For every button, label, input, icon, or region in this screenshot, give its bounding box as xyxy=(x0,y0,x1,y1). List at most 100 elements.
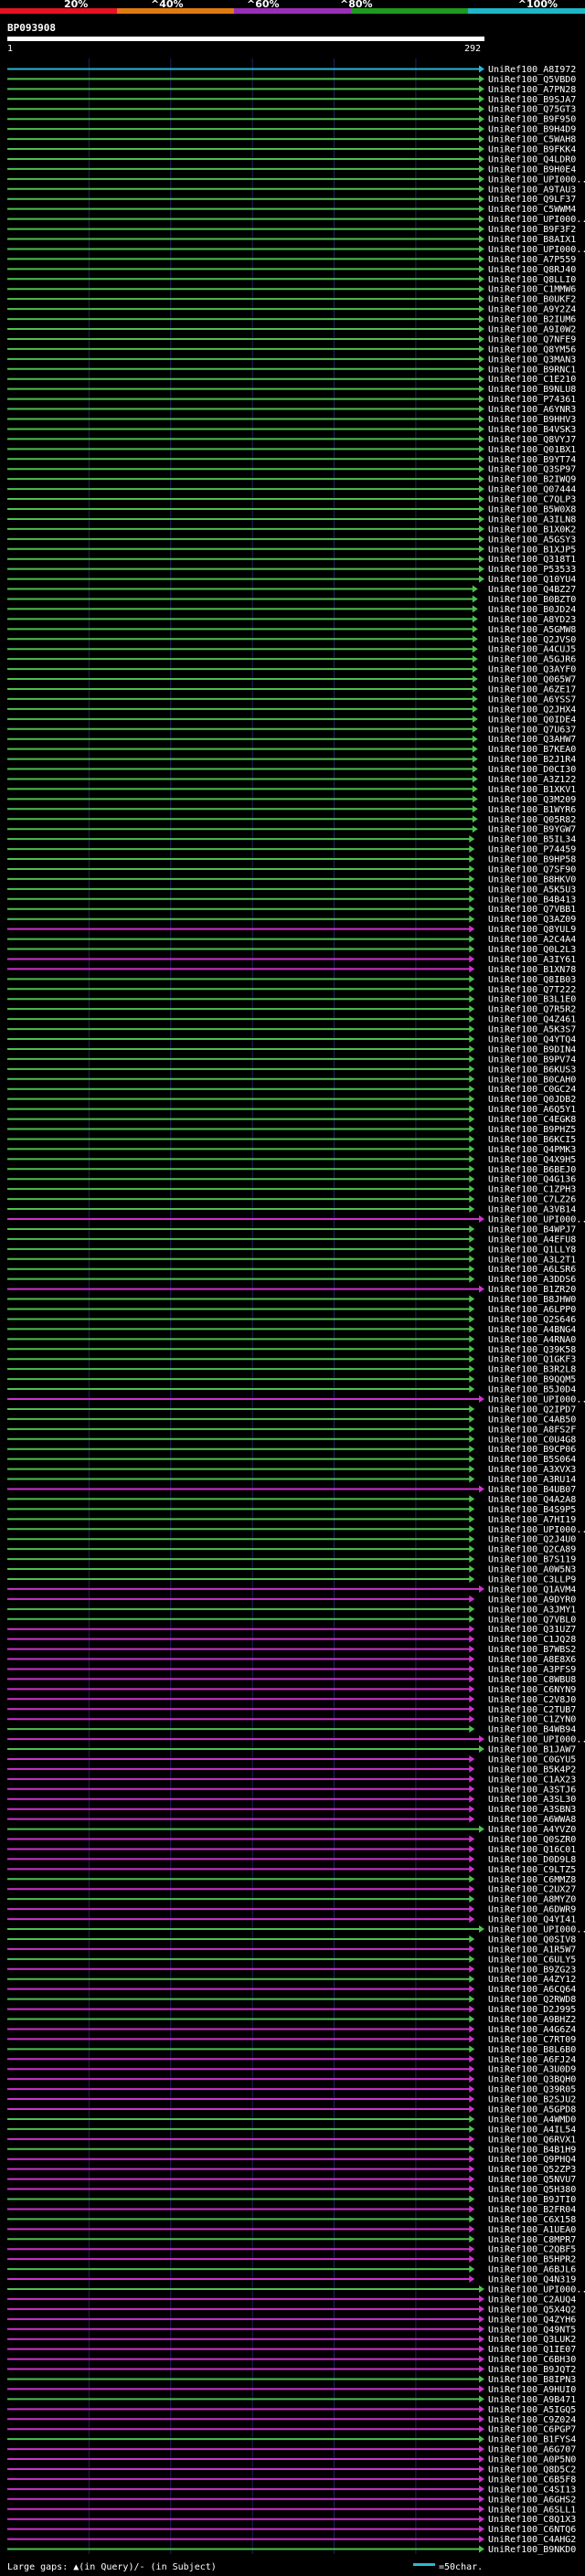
hit-name[interactable]: UniRef100_A3ILN8 xyxy=(488,514,576,525)
hit-name[interactable]: UniRef100_B7KEA0 xyxy=(488,745,576,755)
hit-row[interactable]: UniRef100_Q3LUK2 xyxy=(7,2335,576,2345)
hit-row[interactable]: UniRef100_Q3AYF0 xyxy=(7,665,576,675)
hit-name[interactable]: UniRef100_Q8YM56 xyxy=(488,345,576,355)
hit-name[interactable]: UniRef100_B9FKK4 xyxy=(488,145,576,155)
hit-name[interactable]: UniRef100_B9NKD0 xyxy=(488,2545,576,2555)
hit-row[interactable]: UniRef100_C6BH30 xyxy=(7,2355,576,2365)
hit-row[interactable]: UniRef100_A6ZE17 xyxy=(7,684,576,694)
hit-name[interactable]: UniRef100_Q4ZYH6 xyxy=(488,2315,576,2325)
hit-name[interactable]: UniRef100_Q1IE07 xyxy=(488,2345,576,2355)
hit-row[interactable]: UniRef100_UPI000... xyxy=(7,1925,585,1935)
hit-row[interactable]: UniRef100_C7LZ26 xyxy=(7,1195,576,1205)
hit-name[interactable]: UniRef100_A3DDS6 xyxy=(488,1275,576,1285)
hit-name[interactable]: UniRef100_Q0SZR0 xyxy=(488,1835,576,1845)
hit-row[interactable]: UniRef100_C6MMZ8 xyxy=(7,1875,576,1885)
hit-name[interactable]: UniRef100_A3L2T1 xyxy=(488,1255,576,1265)
hit-name[interactable]: UniRef100_A4WMD0 xyxy=(488,2115,576,2125)
hit-row[interactable]: UniRef100_Q4Z461 xyxy=(7,1015,576,1025)
hit-row[interactable]: UniRef100_A7PN28 xyxy=(7,85,576,95)
hit-row[interactable]: UniRef100_B1X0K2 xyxy=(7,525,576,535)
hit-row[interactable]: UniRef100_P53533 xyxy=(7,565,576,575)
hit-row[interactable]: UniRef100_B9NKD0 xyxy=(7,2545,576,2555)
hit-row[interactable]: UniRef100_B1ZR20 xyxy=(7,1285,576,1295)
hit-name[interactable]: UniRef100_C2AUQ4 xyxy=(488,2295,576,2305)
hit-row[interactable]: UniRef100_B9JTI0 xyxy=(7,2195,576,2205)
hit-row[interactable]: UniRef100_Q065W7 xyxy=(7,675,576,685)
hit-row[interactable]: UniRef100_B1XJP5 xyxy=(7,545,576,555)
hit-name[interactable]: UniRef100_Q5X4Q2 xyxy=(488,2305,576,2315)
hit-name[interactable]: UniRef100_Q1GKF3 xyxy=(488,1355,576,1365)
hit-row[interactable]: UniRef100_A3ILN8 xyxy=(7,514,576,525)
hit-row[interactable]: UniRef100_C2V8J0 xyxy=(7,1695,576,1705)
hit-row[interactable]: UniRef100_Q4ZYH6 xyxy=(7,2315,576,2325)
hit-row[interactable]: UniRef100_B0CAH0 xyxy=(7,1075,576,1085)
hit-name[interactable]: UniRef100_C5WWM4 xyxy=(488,205,576,215)
hit-row[interactable]: UniRef100_B3R2L8 xyxy=(7,1365,576,1375)
hit-name[interactable]: UniRef100_A6DWR9 xyxy=(488,1905,576,1915)
hit-row[interactable]: UniRef100_Q49NT5 xyxy=(7,2325,576,2335)
hit-row[interactable]: UniRef100_A4WMD0 xyxy=(7,2115,576,2125)
hit-name[interactable]: UniRef100_C4AB50 xyxy=(488,1415,576,1425)
hit-row[interactable]: UniRef100_Q4BZ27 xyxy=(7,585,576,595)
hit-row[interactable]: UniRef100_B1XKV1 xyxy=(7,785,576,795)
hit-name[interactable]: UniRef100_A6ZE17 xyxy=(488,684,576,694)
hit-name[interactable]: UniRef100_C2TUB7 xyxy=(488,1705,576,1715)
hit-row[interactable]: UniRef100_C1ZYN0 xyxy=(7,1715,576,1725)
hit-row[interactable]: UniRef100_B5W0X8 xyxy=(7,504,576,514)
hit-name[interactable]: UniRef100_B9JQT2 xyxy=(488,2365,576,2375)
hit-row[interactable]: UniRef100_Q3AZ09 xyxy=(7,915,576,925)
hit-row[interactable]: UniRef100_Q7VBL0 xyxy=(7,1615,576,1625)
hit-row[interactable]: UniRef100_Q9PHQ4 xyxy=(7,2155,576,2165)
hit-row[interactable]: UniRef100_C0GYU5 xyxy=(7,1754,576,1765)
hit-name[interactable]: UniRef100_B1XJP5 xyxy=(488,545,576,555)
hit-name[interactable]: UniRef100_B8HKV0 xyxy=(488,875,576,885)
hit-name[interactable]: UniRef100_A9TAU3 xyxy=(488,185,576,195)
hit-name[interactable]: UniRef100_C4SI13 xyxy=(488,2485,576,2495)
hit-name[interactable]: UniRef100_UPI000... xyxy=(488,1925,585,1935)
hit-row[interactable]: UniRef100_A6YSS7 xyxy=(7,694,576,705)
hit-row[interactable]: UniRef100_A3L2T1 xyxy=(7,1255,576,1265)
hit-name[interactable]: UniRef100_B9SJA7 xyxy=(488,95,576,105)
hit-row[interactable]: UniRef100_B9CP06 xyxy=(7,1445,576,1455)
hit-row[interactable]: UniRef100_Q8YM56 xyxy=(7,345,576,355)
hit-name[interactable]: UniRef100_B0UKF2 xyxy=(488,295,576,305)
hit-name[interactable]: UniRef100_A5K5U3 xyxy=(488,885,576,895)
hit-row[interactable]: UniRef100_Q7VBB1 xyxy=(7,905,576,915)
hit-name[interactable]: UniRef100_A6CQ64 xyxy=(488,1985,576,1995)
hit-row[interactable]: UniRef100_C6X158 xyxy=(7,2215,576,2225)
hit-name[interactable]: UniRef100_UPI000... xyxy=(488,215,585,225)
hit-row[interactable]: UniRef100_A3Z122 xyxy=(7,775,576,785)
hit-name[interactable]: UniRef100_B6BEJ0 xyxy=(488,1165,576,1175)
hit-name[interactable]: UniRef100_A3IY61 xyxy=(488,955,576,965)
hit-name[interactable]: UniRef100_Q16C01 xyxy=(488,1845,576,1855)
hit-row[interactable]: UniRef100_B8JHW0 xyxy=(7,1295,576,1305)
hit-name[interactable]: UniRef100_A6G707 xyxy=(488,2445,576,2455)
hit-name[interactable]: UniRef100_Q318T1 xyxy=(488,555,576,565)
hit-row[interactable]: UniRef100_A6SLL1 xyxy=(7,2505,576,2515)
hit-name[interactable]: UniRef100_A4BNG4 xyxy=(488,1325,576,1335)
hit-name[interactable]: UniRef100_UPI000... xyxy=(488,245,585,255)
hit-name[interactable]: UniRef100_Q75GT3 xyxy=(488,105,576,115)
hit-row[interactable]: UniRef100_A3U0D9 xyxy=(7,2065,576,2075)
hit-row[interactable]: UniRef100_A8YD23 xyxy=(7,615,576,625)
hit-name[interactable]: UniRef100_B2FR04 xyxy=(488,2205,576,2215)
hit-name[interactable]: UniRef100_Q1LLY8 xyxy=(488,1245,576,1255)
hit-row[interactable]: UniRef100_A9I0W2 xyxy=(7,325,576,335)
hit-name[interactable]: UniRef100_A4ZY12 xyxy=(488,1975,576,1985)
hit-row[interactable]: UniRef100_B9SJA7 xyxy=(7,95,576,105)
hit-row[interactable]: UniRef100_Q07444 xyxy=(7,485,576,495)
hit-name[interactable]: UniRef100_Q31UZ7 xyxy=(488,1625,576,1635)
hit-name[interactable]: UniRef100_A7PN28 xyxy=(488,85,576,95)
hit-name[interactable]: UniRef100_A6LPP0 xyxy=(488,1305,576,1315)
hit-row[interactable]: UniRef100_Q5X4Q2 xyxy=(7,2305,576,2315)
hit-name[interactable]: UniRef100_Q8RJ40 xyxy=(488,265,576,275)
hit-name[interactable]: UniRef100_B9F3F2 xyxy=(488,225,576,235)
hit-row[interactable]: UniRef100_C8MPR7 xyxy=(7,2235,576,2245)
hit-row[interactable]: UniRef100_C2TUB7 xyxy=(7,1705,576,1715)
hit-name[interactable]: UniRef100_Q2RWD8 xyxy=(488,1995,576,2005)
hit-row[interactable]: UniRef100_UPI000... xyxy=(7,1525,585,1535)
hit-row[interactable]: UniRef100_A4CUJ5 xyxy=(7,645,576,655)
hit-row[interactable]: UniRef100_A3RU14 xyxy=(7,1475,576,1485)
hit-row[interactable]: UniRef100_C2UX27 xyxy=(7,1885,576,1895)
hit-name[interactable]: UniRef100_B2SJU2 xyxy=(488,2095,576,2105)
